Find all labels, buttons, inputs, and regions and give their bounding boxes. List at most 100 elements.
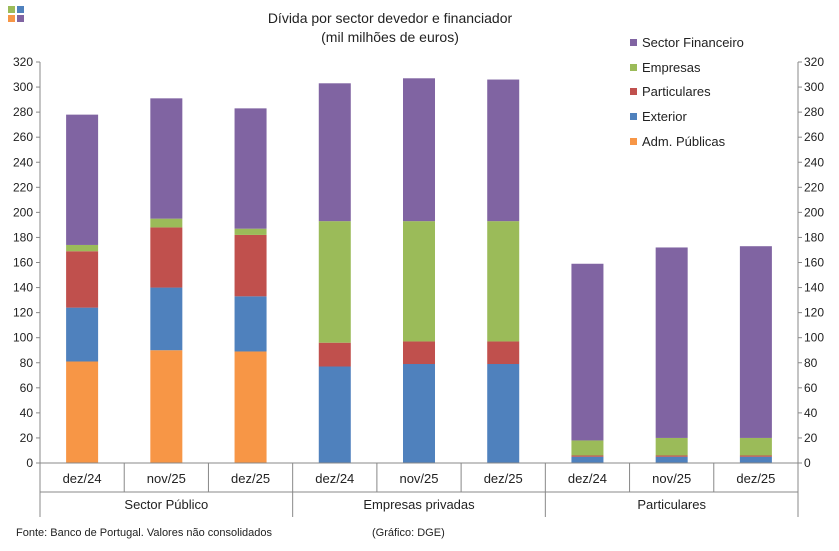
bar-segment [655, 456, 688, 463]
footer-credit: (Gráfico: DGE) [372, 527, 445, 539]
y-tick-label-right: 300 [804, 80, 824, 94]
y-tick-label-left: 320 [13, 55, 33, 69]
y-tick-label-right: 200 [804, 205, 824, 219]
bar-segment [66, 114, 99, 245]
bar-segment [150, 350, 183, 463]
y-tick-label-left: 60 [20, 381, 34, 395]
y-tick-label-left: 100 [13, 331, 33, 345]
y-tick-label-left: 220 [13, 180, 33, 194]
bar-segment [571, 263, 604, 441]
y-tick-label-right: 220 [804, 180, 824, 194]
y-tick-label-left: 20 [20, 431, 34, 445]
footer-source: Fonte: Banco de Portugal. Valores não co… [16, 527, 273, 539]
bar-segment [234, 296, 267, 352]
legend-label: Empresas [642, 59, 701, 75]
legend-item: Empresas [630, 55, 744, 80]
bar-segment [402, 221, 436, 342]
bar-segment [234, 108, 267, 229]
legend-swatch [630, 138, 637, 146]
bar-segment [571, 455, 604, 457]
y-tick-label-left: 260 [13, 130, 33, 144]
y-tick-label-left: 180 [13, 230, 33, 244]
bar-segment [739, 246, 772, 438]
legend-label: Sector Financeiro [642, 34, 744, 50]
y-tick-label-left: 280 [13, 105, 33, 119]
x-tick-label: dez/24 [315, 471, 354, 486]
y-tick-label-right: 180 [804, 230, 824, 244]
y-tick-label-left: 40 [20, 406, 34, 420]
x-group-label: Sector Público [124, 497, 208, 512]
y-tick-label-right: 240 [804, 155, 824, 169]
y-tick-label-left: 140 [13, 281, 33, 295]
logo-icon [8, 6, 24, 22]
y-tick-label-right: 280 [804, 105, 824, 119]
bar-segment [655, 455, 688, 457]
legend-swatch [630, 63, 637, 71]
legend-swatch [630, 88, 637, 96]
y-tick-label-left: 160 [13, 256, 33, 270]
legend-item: Sector Financeiro [630, 30, 744, 55]
bar-segment [655, 247, 688, 438]
bar-segment [234, 228, 267, 235]
legend-item: Adm. Públicas [630, 129, 744, 154]
y-tick-label-left: 300 [13, 80, 33, 94]
chart-legend: Sector Financeiro Empresas Particulares Ext… [630, 30, 744, 154]
bar-segment [739, 437, 772, 456]
logo-square-bl [8, 15, 15, 22]
y-tick-label-right: 160 [804, 256, 824, 270]
bar-segment [150, 287, 183, 351]
x-tick-label: dez/25 [736, 471, 775, 486]
bar-segment [150, 98, 183, 219]
legend-swatch [630, 38, 637, 46]
logo-square-tl [8, 6, 15, 13]
x-tick-label: nov/25 [147, 471, 186, 486]
bar-segment [655, 437, 688, 456]
bar-segment [318, 342, 351, 367]
bar-segment [318, 221, 351, 343]
x-tick-label: nov/25 [399, 471, 438, 486]
x-tick-label: dez/25 [484, 471, 523, 486]
logo-square-br [17, 15, 24, 22]
legend-item: Particulares [630, 80, 744, 105]
y-tick-label-left: 120 [13, 306, 33, 320]
legend-swatch [630, 113, 637, 121]
bar-segment [66, 361, 99, 463]
x-group-label: Empresas privadas [363, 497, 475, 512]
bar-segment [402, 78, 436, 222]
bar-segment [487, 341, 520, 365]
bar-segment [234, 351, 267, 463]
y-tick-label-right: 20 [804, 431, 818, 445]
chart-subtitle: (mil milhões de euros) [321, 29, 459, 45]
y-tick-label-right: 0 [804, 456, 811, 470]
y-tick-label-right: 80 [804, 356, 818, 370]
bar-segment [150, 218, 183, 228]
bar-segment [318, 366, 351, 463]
bar-segment [66, 244, 99, 252]
legend-item: Exterior [630, 104, 744, 129]
x-tick-label: dez/24 [63, 471, 102, 486]
bar-segment [571, 456, 604, 463]
bar-segment [402, 341, 436, 365]
bar-segment [402, 364, 436, 463]
x-tick-label: nov/25 [652, 471, 691, 486]
y-tick-label-right: 100 [804, 331, 824, 345]
bar-segment [487, 364, 520, 463]
y-tick-label-left: 240 [13, 155, 33, 169]
y-tick-label-right: 320 [804, 55, 824, 69]
legend-label: Adm. Públicas [642, 134, 726, 150]
bar-segment [739, 456, 772, 463]
y-tick-label-right: 60 [804, 381, 818, 395]
bar-segment [234, 234, 267, 297]
chart-title: Dívida por sector devedor e financiador [267, 10, 513, 26]
x-tick-label: dez/25 [231, 471, 270, 486]
bar-segment [571, 440, 604, 456]
bar-segment [739, 455, 772, 457]
y-tick-label-right: 260 [804, 130, 824, 144]
logo-square-tr [17, 6, 24, 13]
x-tick-label: dez/24 [568, 471, 607, 486]
bar-segment [66, 307, 99, 362]
y-tick-label-left: 0 [26, 456, 33, 470]
y-tick-label-right: 120 [804, 306, 824, 320]
y-tick-label-right: 140 [804, 281, 824, 295]
